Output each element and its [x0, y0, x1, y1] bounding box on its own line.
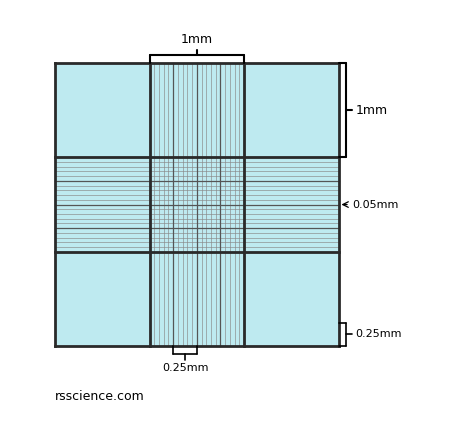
Text: 0.05mm: 0.05mm — [352, 199, 398, 210]
Text: rsscience.com: rsscience.com — [55, 390, 145, 403]
Text: 1mm: 1mm — [181, 33, 213, 46]
Bar — [55, 63, 338, 346]
Text: 0.25mm: 0.25mm — [356, 330, 402, 339]
Text: 1mm: 1mm — [356, 104, 388, 116]
Text: 0.25mm: 0.25mm — [162, 363, 208, 373]
